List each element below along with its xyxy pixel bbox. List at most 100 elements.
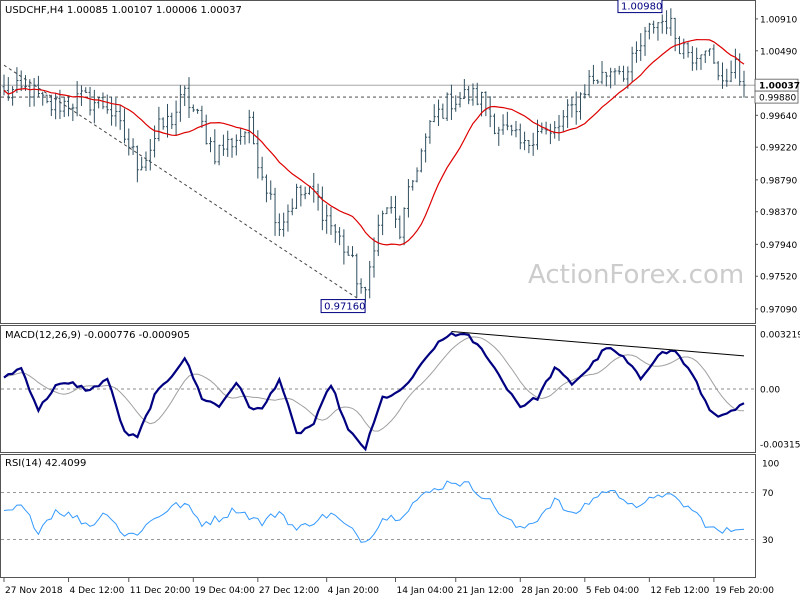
annotation-text: 1.00980: [621, 2, 662, 13]
candle: [84, 87, 88, 94]
candle: [75, 81, 79, 117]
candle: [523, 131, 527, 151]
candle: [462, 79, 466, 100]
panel-frames: [0, 0, 756, 578]
candle: [488, 96, 492, 128]
candle: [604, 71, 608, 87]
candle: [626, 66, 630, 89]
price-y-tick-label: 1.00910: [760, 15, 797, 25]
candle: [540, 122, 544, 134]
annotation-box: [617, 0, 663, 14]
candle: [634, 41, 638, 63]
candle: [32, 77, 36, 107]
macd-signal-line: [3, 336, 745, 432]
x-tick-label: 19 Dec 04:00: [194, 586, 255, 596]
candle: [342, 229, 346, 265]
candle: [514, 120, 518, 138]
macd-y-tick-label: -0.003153: [760, 440, 800, 450]
candle: [458, 91, 462, 108]
candle: [699, 54, 703, 70]
candle: [131, 138, 135, 155]
annotation-box: [320, 299, 366, 314]
candle: [652, 20, 656, 34]
candle: [398, 215, 402, 240]
candle: [742, 70, 746, 98]
candle: [170, 112, 174, 130]
x-tick-label: 4 Jan 20:00: [328, 586, 380, 596]
candle: [561, 110, 565, 132]
candle: [295, 183, 299, 209]
candle: [729, 60, 733, 83]
price-y-tick-label: 0.99220: [760, 144, 797, 154]
candle: [394, 195, 398, 229]
candle: [79, 85, 83, 106]
candle: [230, 137, 234, 158]
candle: [290, 198, 294, 216]
rsi-series-group: [3, 480, 745, 543]
candle: [178, 85, 182, 122]
candle: [497, 126, 501, 146]
candle: [475, 82, 479, 106]
candle: [174, 100, 178, 136]
macd-trendline: [451, 330, 745, 357]
candle: [303, 186, 307, 200]
candle: [67, 95, 71, 117]
rsi-y-axis: 100 70 30: [762, 460, 779, 547]
candle: [45, 94, 49, 104]
candle: [273, 187, 277, 236]
candle: [372, 237, 376, 278]
price-y-tick-label: 1.00490: [760, 47, 797, 57]
candle: [660, 14, 664, 34]
candle: [217, 144, 221, 166]
candle: [432, 104, 436, 123]
candle: [376, 214, 380, 257]
price-y-tick-label: 0.98790: [760, 176, 797, 186]
candle: [209, 137, 213, 153]
candle: [191, 104, 195, 113]
candle: [725, 68, 729, 87]
candle: [200, 105, 204, 128]
candle: [71, 103, 75, 122]
x-tick-label: 28 Jan 20:00: [521, 586, 578, 596]
candle: [467, 85, 471, 105]
candle: [630, 46, 634, 82]
price-panel-frame: [0, 0, 756, 324]
macd-line: [3, 331, 745, 452]
macd-series-group: [3, 330, 745, 452]
price-y-tick-label: 0.99640: [760, 112, 797, 122]
candle: [49, 94, 53, 117]
candle: [570, 97, 574, 118]
rsi-panel-frame: [0, 454, 756, 578]
candle: [583, 84, 587, 99]
candle: [239, 128, 243, 145]
candle: [41, 91, 45, 106]
candle: [419, 148, 423, 173]
candle: [320, 186, 324, 231]
candle: [234, 134, 238, 156]
candle: [135, 145, 139, 183]
candle: [622, 65, 626, 82]
candle: [389, 196, 393, 214]
candle: [329, 206, 333, 235]
high-annotation: 1.00980: [617, 0, 663, 14]
price-y-tick-label: 0.98370: [760, 208, 797, 218]
candle: [695, 47, 699, 71]
candle: [252, 111, 256, 145]
candle: [187, 77, 191, 118]
candle: [505, 111, 509, 131]
current-price-label-text: 1.00037: [759, 82, 800, 92]
time-x-axis: 27 Nov 2018 4 Dec 12:00 11 Dec 20:00 19 Dec…: [3, 578, 774, 596]
candle: [157, 106, 161, 142]
candle: [647, 22, 651, 40]
candle: [690, 46, 694, 71]
candle: [669, 8, 673, 36]
price-y-tick-label: 0.97090: [760, 305, 797, 315]
candle: [385, 207, 389, 215]
candle: [359, 278, 363, 294]
candle: [264, 174, 268, 203]
candle: [402, 207, 406, 246]
candle: [277, 213, 281, 237]
candle: [316, 183, 320, 211]
